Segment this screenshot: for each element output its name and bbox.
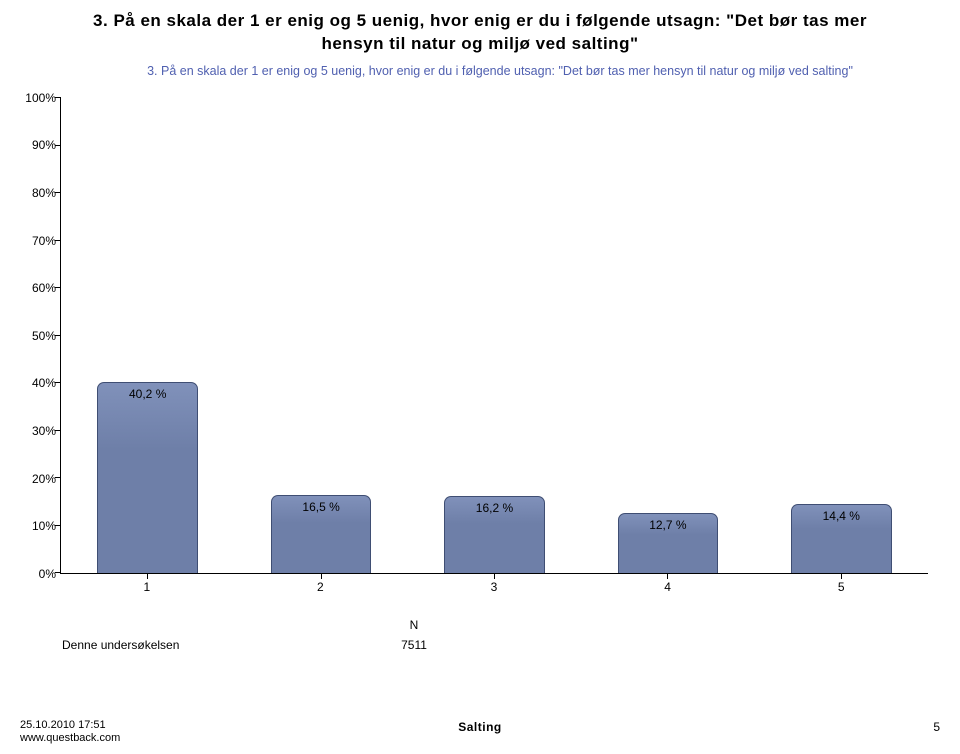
- bar-value-label: 14,4 %: [792, 509, 891, 523]
- y-axis: 0%10%20%30%40%50%60%70%80%90%100%: [16, 98, 56, 574]
- y-tick-label: 50%: [32, 329, 56, 343]
- x-tick-label: 4: [664, 580, 671, 594]
- y-tick-mark: [55, 572, 61, 573]
- n-table-row-label: Denne undersøkelsen: [62, 636, 282, 654]
- y-tick-label: 100%: [25, 91, 56, 105]
- bar-value-label: 16,2 %: [445, 501, 544, 515]
- x-axis: 1 2 3 4 5: [60, 578, 928, 594]
- x-tick-label: 1: [143, 580, 150, 594]
- y-tick-label: 80%: [32, 186, 56, 200]
- bar: 16,2 %: [444, 496, 545, 573]
- y-tick-mark: [55, 335, 61, 336]
- bar: 14,4 %: [791, 504, 892, 572]
- y-tick-mark: [55, 240, 61, 241]
- bar: 12,7 %: [618, 513, 719, 573]
- chart-container: 3. På en skala der 1 er enig og 5 uenig,…: [60, 62, 940, 602]
- y-tick-mark: [55, 382, 61, 383]
- n-table-header: N: [284, 616, 544, 634]
- footer-page-number: 5: [933, 720, 940, 734]
- y-tick-mark: [55, 192, 61, 193]
- bar: 40,2 %: [97, 382, 198, 573]
- chart-title: 3. På en skala der 1 er enig og 5 uenig,…: [60, 64, 940, 80]
- y-tick-label: 10%: [32, 519, 56, 533]
- page-heading: 3. På en skala der 1 er enig og 5 uenig,…: [0, 0, 960, 62]
- y-tick-label: 70%: [32, 234, 56, 248]
- y-tick-label: 0%: [39, 567, 56, 581]
- x-tick-label: 2: [317, 580, 324, 594]
- bar-value-label: 12,7 %: [619, 518, 718, 532]
- plot-area: 40,2 % 16,5 % 16,2 % 12,7 % 14,4 %: [60, 98, 928, 574]
- bar: 16,5 %: [271, 495, 372, 573]
- y-tick-label: 40%: [32, 376, 56, 390]
- y-tick-mark: [55, 97, 61, 98]
- y-tick-mark: [55, 430, 61, 431]
- x-tick-label: 3: [491, 580, 498, 594]
- y-tick-label: 60%: [32, 281, 56, 295]
- bar-value-label: 16,5 %: [272, 500, 371, 514]
- y-tick-mark: [55, 525, 61, 526]
- y-tick-label: 20%: [32, 472, 56, 486]
- x-tick-label: 5: [838, 580, 845, 594]
- y-tick-label: 30%: [32, 424, 56, 438]
- y-tick-mark: [55, 477, 61, 478]
- n-table: N Denne undersøkelsen 7511: [60, 614, 546, 656]
- y-tick-label: 90%: [32, 138, 56, 152]
- footer-center-label: Salting: [20, 720, 940, 734]
- y-tick-mark: [55, 145, 61, 146]
- bar-value-label: 40,2 %: [98, 387, 197, 401]
- footer-url: www.questback.com: [20, 732, 120, 746]
- n-table-row-value: 7511: [284, 636, 544, 654]
- y-tick-mark: [55, 287, 61, 288]
